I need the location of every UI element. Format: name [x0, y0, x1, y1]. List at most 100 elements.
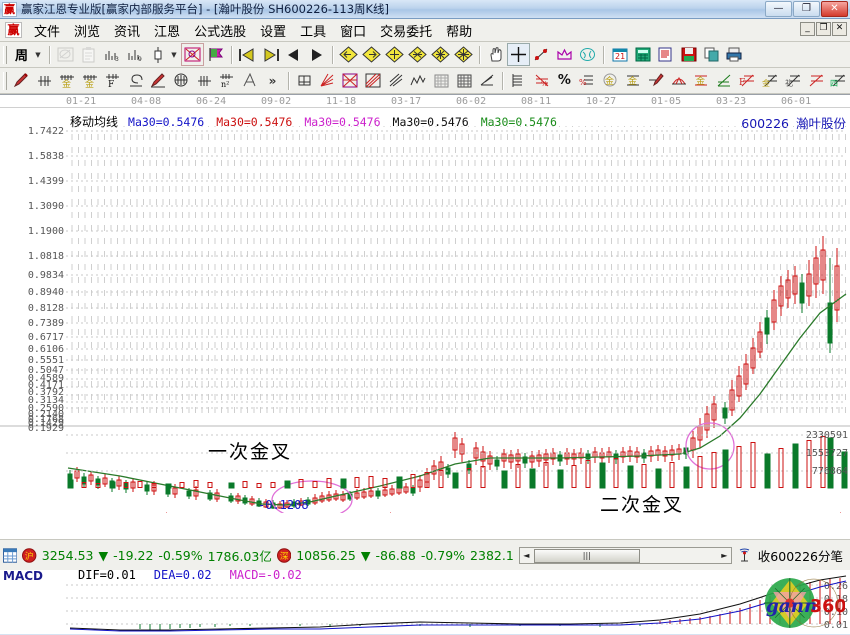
gann-tool-icon[interactable] — [181, 43, 204, 66]
menu-help[interactable]: 帮助 — [446, 24, 473, 40]
annotation-second-golden-cross[interactable]: 二次金叉 — [600, 494, 685, 513]
gann-box-icon[interactable] — [340, 70, 361, 91]
annotation-first-golden-cross[interactable]: 一次金叉 — [208, 441, 293, 463]
sz-index-icon[interactable]: 深 — [276, 547, 292, 563]
maximize-button[interactable]: ❐ — [793, 1, 820, 17]
diamond-star-icon[interactable] — [430, 44, 451, 65]
pen-draw-icon[interactable] — [148, 70, 169, 91]
pen-red-icon[interactable] — [11, 70, 32, 91]
mdi-restore-button[interactable]: ❐ — [816, 22, 831, 36]
speed-line-icon[interactable] — [477, 70, 498, 91]
menu-settings[interactable]: 设置 — [260, 24, 287, 40]
first-page-icon[interactable] — [237, 44, 258, 65]
menu-tools[interactable]: 工具 — [300, 24, 327, 40]
close-button[interactable]: ✕ — [821, 1, 848, 17]
ladder-icon[interactable] — [508, 70, 529, 91]
price-tick: 1.7422 — [27, 126, 64, 137]
brain-icon[interactable] — [577, 44, 598, 65]
calendar-icon[interactable]: 21 — [609, 44, 630, 65]
f-lines-icon[interactable]: F — [737, 70, 758, 91]
mdi-minimize-button[interactable]: _ — [800, 22, 815, 36]
arc-tool-icon[interactable] — [668, 70, 689, 91]
flag-icon[interactable] — [205, 44, 226, 65]
gold-circle-icon[interactable]: 金 — [600, 70, 621, 91]
grid-lines-icon[interactable] — [34, 70, 55, 91]
chart-container[interactable]: 01-21 04-08 06-24 09-02 11-18 03-17 06-0… — [0, 94, 850, 634]
diamond-plus-icon[interactable] — [384, 44, 405, 65]
toolbar-grip[interactable] — [3, 71, 7, 90]
candle-icon[interactable] — [147, 44, 168, 65]
mdi-close-button[interactable]: ✕ — [832, 22, 847, 36]
wave-icon[interactable] — [408, 70, 429, 91]
n-squared-icon[interactable]: n² — [216, 70, 237, 91]
grid-gray-icon[interactable] — [431, 70, 452, 91]
diamond-left-icon[interactable] — [338, 44, 359, 65]
minimize-button[interactable]: — — [765, 1, 792, 17]
report-icon[interactable] — [655, 44, 676, 65]
price-plot[interactable]: 移动均线 Ma30=0.5476 Ma30=0.5476 Ma30=0.5476 Ma3… — [0, 108, 850, 513]
spiral-icon[interactable] — [125, 70, 146, 91]
gold-fan-1-icon[interactable]: 金 — [57, 70, 78, 91]
circle-gann-icon[interactable] — [171, 70, 192, 91]
gold-bar-icon[interactable]: 金 — [622, 70, 643, 91]
volume-tick: 1553727 — [805, 448, 848, 459]
crosshair-icon[interactable] — [507, 43, 530, 66]
measure-icon[interactable] — [531, 44, 552, 65]
angle-up-icon[interactable] — [714, 70, 735, 91]
menu-file[interactable]: 文件 — [34, 24, 61, 40]
diamond-right-icon[interactable] — [361, 44, 382, 65]
percent-fan-icon[interactable]: % — [531, 70, 552, 91]
gann-net-icon[interactable] — [362, 70, 383, 91]
copy-icon[interactable] — [701, 44, 722, 65]
percent-lines-icon[interactable]: % — [577, 70, 598, 91]
menu-gann[interactable]: 江恩 — [154, 24, 181, 40]
last-page-icon[interactable] — [260, 44, 281, 65]
percent-sign-icon[interactable]: % — [557, 73, 571, 88]
save-icon[interactable] — [678, 44, 699, 65]
gold-fan-2-icon[interactable]: 金 — [79, 70, 100, 91]
fibonacci-f-icon[interactable]: F — [102, 70, 123, 91]
menu-trade-order[interactable]: 交易委托 — [380, 24, 433, 40]
pen-tool-icon[interactable] — [645, 70, 666, 91]
candle-dropdown-icon[interactable]: ▼ — [171, 50, 177, 59]
quote-table-icon[interactable] — [3, 547, 18, 563]
diamond-burst-icon[interactable] — [453, 44, 474, 65]
sh-index-icon[interactable]: 沪 — [22, 547, 37, 563]
bar-chart-9-icon[interactable]: 9 — [124, 44, 145, 65]
prev-icon[interactable] — [283, 44, 304, 65]
crown-icon[interactable] — [554, 44, 575, 65]
angle-line-icon[interactable] — [385, 70, 406, 91]
bar-chart-3-icon[interactable]: 3 — [101, 44, 122, 65]
menu-news[interactable]: 资讯 — [114, 24, 141, 40]
cycle-icon[interactable]: 礼 — [782, 70, 803, 91]
gold-scale-icon[interactable]: 金 — [691, 70, 712, 91]
more-tools-icon[interactable]: » — [268, 73, 277, 88]
box-tool-icon[interactable] — [294, 70, 315, 91]
menu-window[interactable]: 窗口 — [340, 24, 367, 40]
toolbar-grip[interactable] — [3, 45, 7, 64]
print-icon[interactable] — [724, 44, 745, 65]
calculator-icon[interactable] — [632, 44, 653, 65]
chart-overlay-icon[interactable] — [55, 44, 76, 65]
scroll-right-arrow[interactable]: ► — [721, 550, 728, 560]
period-dropdown-icon[interactable]: ▼ — [35, 50, 41, 59]
fan-red-icon[interactable] — [317, 70, 338, 91]
horizontal-scrollbar[interactable]: ◄ ||| ► — [518, 546, 732, 564]
scroll-left-arrow[interactable]: ◄ — [523, 550, 530, 560]
pan-hand-icon[interactable] — [485, 44, 506, 65]
clipboard-icon[interactable] — [78, 44, 99, 65]
gann-red-icon[interactable] — [805, 70, 826, 91]
menu-formula-screen[interactable]: 公式选股 — [194, 24, 247, 40]
angle-tool-icon[interactable] — [239, 70, 260, 91]
next-icon[interactable] — [306, 44, 327, 65]
status-bar: 沪 3254.53 ▼ -19.22 -0.59% 1786.03亿 深 108… — [0, 539, 850, 570]
comb-lines-icon[interactable] — [194, 70, 215, 91]
grid-dark-icon[interactable] — [454, 70, 475, 91]
diamond-cross-icon[interactable] — [407, 44, 428, 65]
scroll-thumb[interactable]: ||| — [533, 548, 640, 563]
gold-lines-icon[interactable]: 金 — [759, 70, 780, 91]
macd-panel[interactable]: MACD DIF=0.01 DEA=0.02 MACD=-0.02 0.26 0.1… — [0, 565, 850, 634]
menu-browse[interactable]: 浏览 — [74, 24, 101, 40]
quad-icon[interactable]: 四 — [828, 70, 849, 91]
period-selector[interactable]: 周 — [14, 49, 28, 64]
